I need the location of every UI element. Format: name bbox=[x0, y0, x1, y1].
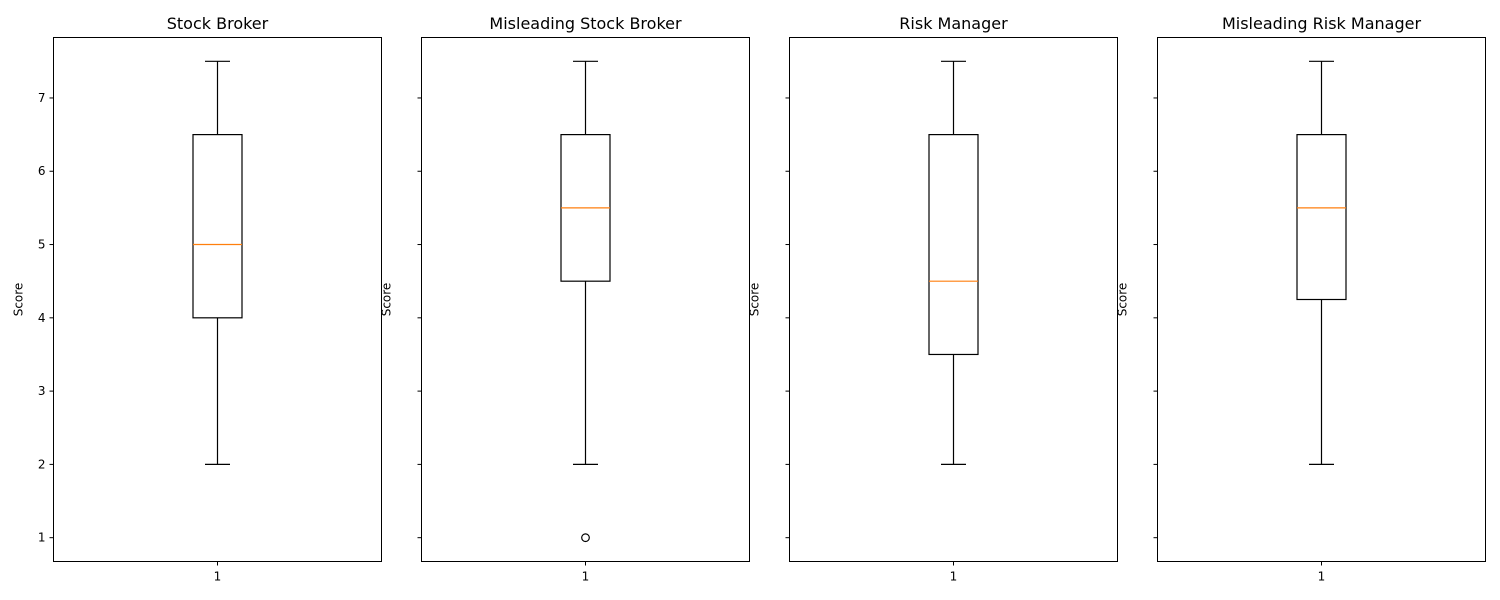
y-axis-label: Score bbox=[748, 283, 762, 317]
subplot-3: Risk Manager Score 1 bbox=[748, 14, 1118, 584]
y-tick-label: 5 bbox=[38, 238, 46, 252]
x-tick-label: 1 bbox=[582, 570, 590, 584]
box-iqr bbox=[928, 134, 979, 356]
y-tick-label: 3 bbox=[38, 384, 46, 398]
subplot-4: Misleading Risk Manager Score 1 bbox=[1116, 14, 1486, 584]
plot-frame bbox=[1157, 37, 1486, 562]
subplot-2: Misleading Stock Broker Score 1 bbox=[380, 14, 750, 584]
y-axis-label: Score bbox=[380, 283, 394, 317]
subplot-1: Stock Broker Score 1 2 3 4 5 6 7 1 bbox=[12, 14, 382, 584]
outlier-point bbox=[581, 533, 590, 543]
y-tick-label: 2 bbox=[38, 457, 46, 471]
chart-title: Misleading Risk Manager bbox=[1222, 14, 1421, 33]
chart-title: Stock Broker bbox=[167, 14, 269, 33]
chart-title: Misleading Stock Broker bbox=[489, 14, 682, 33]
y-axis-label: Score bbox=[1116, 283, 1130, 317]
chart-title: Risk Manager bbox=[899, 14, 1008, 33]
y-axis-label: Score bbox=[12, 283, 26, 317]
plot-frame bbox=[789, 37, 1118, 562]
box-iqr bbox=[1296, 134, 1347, 301]
plot-frame bbox=[53, 37, 382, 562]
y-tick-label: 6 bbox=[38, 164, 46, 178]
x-tick-label: 1 bbox=[1318, 570, 1326, 584]
box-iqr bbox=[192, 134, 243, 319]
y-tick-label: 1 bbox=[38, 531, 46, 545]
y-tick-label: 4 bbox=[38, 311, 46, 325]
plot-frame bbox=[421, 37, 750, 562]
y-tick-label: 7 bbox=[38, 91, 46, 105]
x-tick-label: 1 bbox=[950, 570, 958, 584]
x-tick-label: 1 bbox=[214, 570, 222, 584]
